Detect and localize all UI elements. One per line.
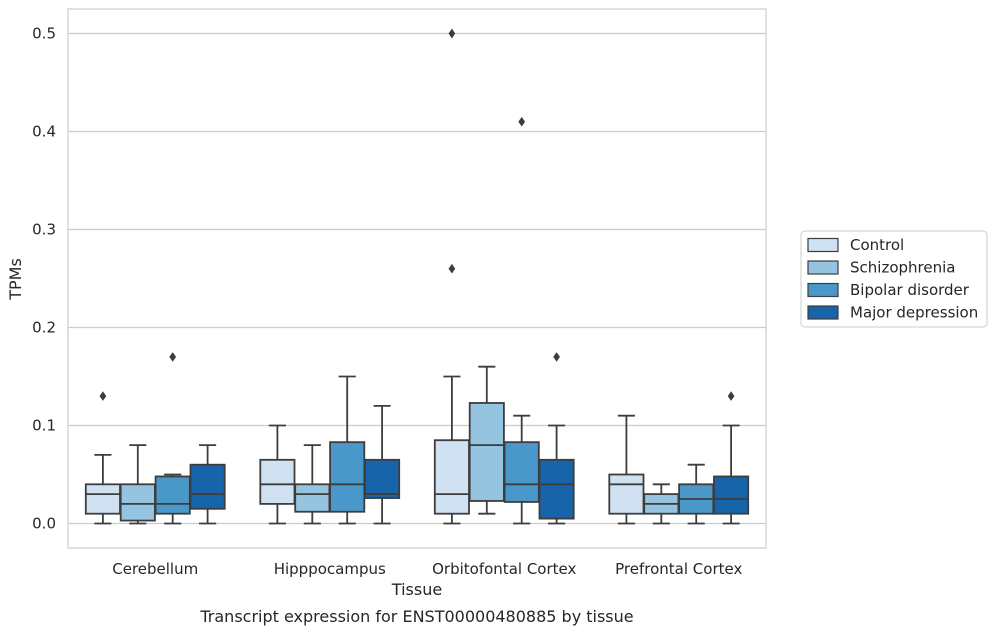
x-axis-label: Tissue	[391, 580, 442, 599]
outlier-point	[99, 391, 107, 401]
box-body	[713, 475, 750, 515]
box-plot-series	[84, 28, 750, 525]
chart-caption: Transcript expression for ENST0000048088…	[199, 607, 633, 626]
outlier-point	[518, 116, 526, 127]
box-body	[189, 463, 226, 510]
box-major-depression	[189, 444, 226, 525]
y-axis-ticks: 0.0 0.1 0.2 0.3 0.4 0.5	[32, 25, 56, 533]
box-major-depression	[713, 391, 750, 525]
legend-label: Major depression	[850, 304, 978, 322]
box-body	[259, 458, 296, 505]
legend: Control Schizophrenia Bipolar disorder Majo…	[800, 230, 988, 328]
outlier-point	[169, 352, 177, 362]
box-body	[433, 439, 470, 515]
y-axis-label: TPMs	[6, 258, 25, 301]
x-axis-ticks: Cerebellum Hipppocampus Orbitofontal Corte…	[112, 560, 742, 578]
y-tick-label: 0.3	[32, 221, 56, 239]
legend-label: Control	[850, 236, 904, 254]
box-bipolar-disorder	[329, 375, 366, 525]
legend-label: Schizophrenia	[850, 259, 955, 277]
y-tick-label: 0.2	[32, 319, 56, 337]
box-body	[119, 483, 156, 522]
outlier-point	[727, 391, 735, 401]
y-tick-label: 0.5	[32, 25, 56, 43]
box-control	[433, 28, 470, 525]
box-control	[608, 414, 645, 525]
box-schizophrenia	[468, 365, 505, 515]
box-body	[538, 458, 575, 520]
box-body	[608, 473, 645, 515]
box-body	[154, 475, 191, 515]
plot-background	[68, 9, 766, 548]
outlier-point	[448, 28, 456, 39]
box-body	[364, 458, 401, 499]
plot-frame	[67, 8, 767, 549]
box-body	[329, 441, 366, 513]
legend-swatch	[807, 237, 839, 253]
box-body	[503, 441, 540, 503]
y-tick-label: 0.0	[32, 515, 56, 533]
box-schizophrenia	[119, 444, 156, 525]
outlier-point	[553, 352, 560, 362]
y-gridlines	[68, 32, 766, 525]
outlier-point	[448, 263, 456, 274]
legend-frame	[800, 230, 988, 328]
x-tick-label: Orbitofontal Cortex	[432, 560, 576, 578]
legend-swatch	[807, 282, 839, 298]
x-tick-label: Cerebellum	[112, 560, 198, 578]
legend-swatch	[807, 305, 839, 320]
box-body	[294, 483, 331, 513]
box-major-depression	[538, 352, 575, 525]
x-tick-label: Prefrontal Cortex	[615, 560, 742, 578]
box-body	[84, 483, 121, 515]
box-body	[468, 402, 505, 502]
box-major-depression	[364, 404, 401, 525]
box-control	[259, 424, 296, 525]
legend-label: Bipolar disorder	[850, 281, 970, 299]
y-tick-label: 0.4	[32, 123, 56, 141]
y-tick-label: 0.1	[32, 417, 56, 435]
box-bipolar-disorder	[503, 116, 540, 525]
x-tick-label: Hipppocampus	[274, 560, 386, 578]
legend-swatch	[807, 260, 839, 275]
